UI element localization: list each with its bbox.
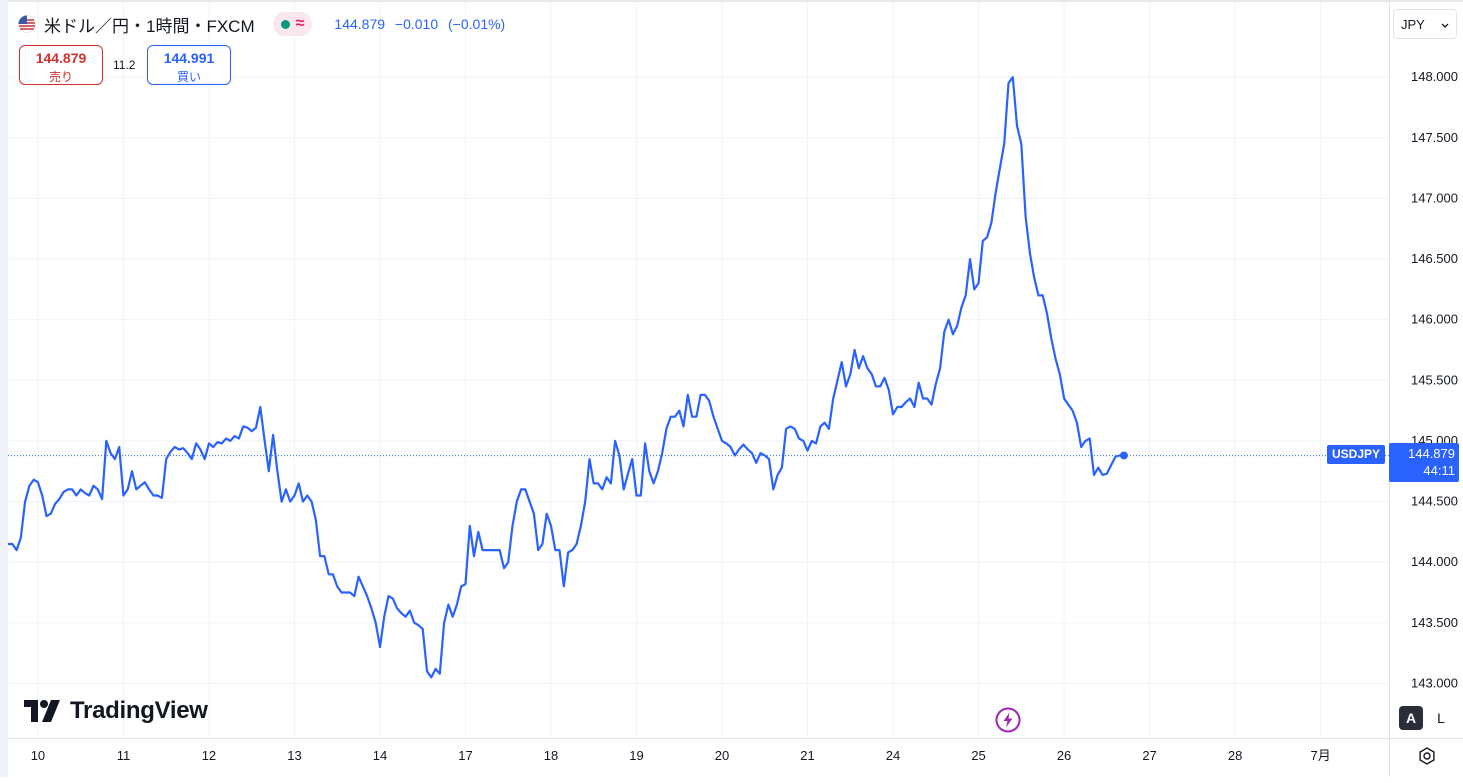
x-tick-label: 21 — [800, 748, 814, 763]
y-tick-label: 143.000 — [1411, 675, 1458, 690]
axis-corner — [1389, 738, 1463, 777]
sell-label: 売り — [48, 70, 73, 84]
buy-label: 買い — [176, 70, 201, 84]
sell-button[interactable]: 144.879 売り — [19, 45, 103, 85]
delayed-data-icon: ≈ — [295, 15, 305, 32]
x-tick-label: 26 — [1057, 748, 1071, 763]
y-tick-label: 145.500 — [1411, 372, 1458, 387]
last-price-tag: 144.879 44:11 — [1389, 443, 1459, 482]
usdjpy-price-line — [8, 76, 1126, 679]
lightning-icon[interactable] — [995, 707, 1021, 733]
tradingview-logo[interactable]: TradingView — [24, 697, 208, 725]
x-tick-label: 11 — [117, 748, 131, 763]
y-tick-label: 148.000 — [1411, 69, 1458, 84]
x-tick-label: 18 — [544, 748, 558, 763]
time-axis[interactable]: 10 11 12 13 14 17 18 19 20 21 24 25 26 27 28 7月 — [8, 738, 1389, 777]
y-tick-label: 146.500 — [1411, 251, 1458, 266]
symbol-price-tag: USDJPY — [1327, 445, 1385, 464]
time-axis-labels: 10 11 12 13 14 17 18 19 20 21 24 25 26 27 28 7月 — [31, 748, 1331, 763]
bar-countdown: 44:11 — [1423, 463, 1455, 478]
x-tick-label: 24 — [886, 748, 900, 763]
x-tick-label: 14 — [373, 748, 387, 763]
us-flag-icon — [18, 15, 36, 33]
currency-selector[interactable]: JPY — [1393, 9, 1457, 39]
x-tick-label: 25 — [971, 748, 985, 763]
price-axis-labels: 143.000143.500144.000144.500145.000145.5… — [1411, 69, 1458, 690]
frame-left — [0, 0, 8, 777]
grid-horizontal — [8, 76, 1389, 684]
log-scale-button[interactable]: L — [1437, 710, 1445, 726]
x-tick-label: 27 — [1142, 748, 1156, 763]
spread-value: 11.2 — [113, 58, 136, 72]
x-tick-label: 17 — [458, 748, 472, 763]
price-change: −0.010 — [394, 16, 439, 32]
tradingview-logo-icon — [24, 700, 60, 722]
grid-vertical — [37, 2, 1322, 738]
tradingview-logo-text: TradingView — [70, 697, 208, 724]
gear-icon[interactable] — [1417, 746, 1437, 766]
y-tick-label: 144.500 — [1411, 494, 1458, 509]
chevron-down-icon — [1441, 17, 1449, 32]
symbol-legend: 米ドル／円・1時間・FXCM ≈ 144.879 −0.010 (−0.01%) — [18, 10, 511, 38]
price-change-percent: (−0.01%) — [448, 16, 506, 32]
buy-price: 144.991 — [163, 50, 215, 66]
y-tick-label: 146.000 — [1411, 312, 1458, 327]
y-tick-label: 147.500 — [1411, 130, 1458, 145]
x-tick-label: 20 — [715, 748, 729, 763]
last-price: 144.879 — [334, 16, 386, 32]
y-tick-label: 147.000 — [1411, 190, 1458, 205]
buy-button[interactable]: 144.991 買い — [147, 45, 231, 85]
x-tick-label: 19 — [629, 748, 643, 763]
market-status-badge[interactable]: ≈ — [272, 12, 313, 36]
symbol-title[interactable]: 米ドル／円・1時間・FXCM — [44, 16, 255, 36]
y-tick-label: 143.500 — [1411, 615, 1458, 630]
frame-top — [0, 0, 1463, 2]
auto-scale-button[interactable]: A — [1399, 706, 1423, 730]
x-tick-label: 10 — [31, 748, 45, 763]
price-quote: 144.879 −0.010 (−0.01%) — [334, 16, 511, 32]
x-tick-label: 28 — [1228, 748, 1242, 763]
last-price-dot — [1119, 451, 1128, 460]
x-tick-label: 13 — [287, 748, 301, 763]
price-axis[interactable]: 143.000 143.500 144.000 144.500 145.000 145.5… — [1389, 2, 1463, 738]
x-tick-label: 7月 — [1310, 748, 1330, 763]
y-tick-label: 144.000 — [1411, 554, 1458, 569]
x-tick-label: 12 — [202, 748, 216, 763]
sell-price: 144.879 — [35, 50, 87, 66]
market-open-dot-icon — [280, 19, 290, 29]
last-price-tag-value: 144.879 — [1408, 446, 1455, 461]
chart-plot-area[interactable] — [8, 2, 1389, 738]
currency-value: JPY — [1401, 16, 1425, 32]
